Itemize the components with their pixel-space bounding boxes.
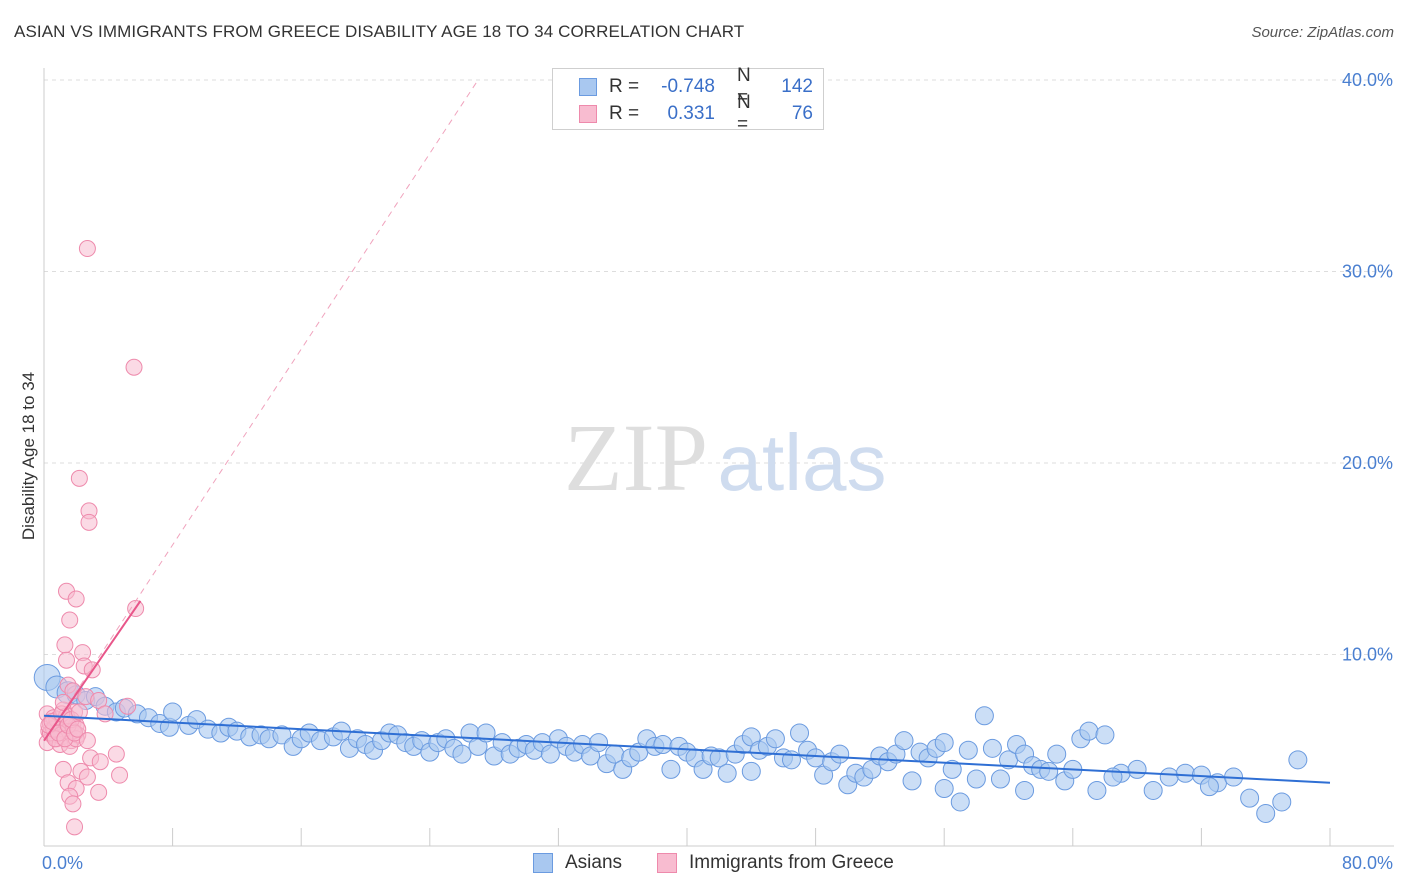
point-greece [56,636,74,654]
chart-title: ASIAN VS IMMIGRANTS FROM GREECE DISABILI… [14,22,745,41]
legend-swatch-asians [579,78,597,96]
legend-r-value: 0.331 [667,103,715,124]
point-asians [1039,761,1059,781]
point-asians [1199,777,1219,797]
point-greece [58,651,76,669]
point-greece [66,818,84,836]
point-greece [125,358,143,376]
point-asians [1256,803,1276,823]
point-asians [1047,744,1067,764]
legend-swatch-asians [533,853,553,873]
series-legend: Asians Immigrants from Greece [0,852,1406,878]
point-greece [119,697,137,715]
point-greece [67,590,85,608]
point-asians [765,729,785,749]
point-greece [70,703,88,721]
y-axis-label: Disability Age 18 to 34 [19,372,38,540]
point-greece [78,768,96,786]
legend-r-label: R = [609,103,640,124]
legend-r-value: -0.748 [661,76,715,97]
point-asians [966,769,986,789]
point-asians [958,740,978,760]
point-asians [159,717,179,737]
point-asians [1272,792,1292,812]
point-asians [741,761,761,781]
point-asians [163,702,183,722]
point-asians [902,771,922,791]
trend-line-greece-extended [43,79,479,741]
point-asians [1143,780,1163,800]
legend-n-value: 142 [781,76,813,97]
legend-swatch-greece [657,853,677,873]
x-tick-label-max: 80.0% [1342,853,1393,873]
point-asians [661,759,681,779]
legend-n-label: N = [737,92,751,135]
point-asians [476,723,496,743]
trend-lines [43,79,1331,784]
point-asians [540,744,560,764]
point-greece [107,745,125,763]
source-label: Source: ZipAtlas.com [1251,24,1394,41]
point-asians [1240,788,1260,808]
legend-label-asians: Asians [565,852,623,873]
point-asians [717,763,737,783]
watermark-atlas: atlas [718,418,887,507]
point-asians [830,744,850,764]
point-asians [272,725,292,745]
point-asians [589,733,609,753]
y-tick-label: 40.0% [1342,70,1393,90]
point-greece [90,783,108,801]
point-asians [1175,763,1195,783]
point-greece [70,469,88,487]
point-asians [1079,721,1099,741]
point-asians [982,738,1002,758]
legend-item-greece[interactable]: Immigrants from Greece [657,852,894,874]
point-greece [61,611,79,629]
stats-legend: R = -0.748 N = 142 R = 0.331 N = 76 [552,65,824,135]
legend-label-greece: Immigrants from Greece [689,852,894,873]
legend-row-asians: R = -0.748 N = 142 [553,65,813,108]
watermark: ZIP atlas [564,404,886,511]
y-tick-label: 30.0% [1342,262,1393,282]
y-tick-label: 20.0% [1342,453,1393,473]
trend-line-asians [43,714,1331,784]
point-asians [806,748,826,768]
legend-row-greece: R = 0.331 N = 76 [553,92,813,135]
point-greece [111,766,129,784]
legend-swatch-greece [579,105,597,123]
point-greece [78,732,96,750]
point-asians [653,735,673,755]
gridlines [44,79,1394,655]
point-asians [990,769,1010,789]
scatter-points [33,240,1308,836]
point-greece [64,795,82,813]
point-asians [1159,767,1179,787]
point-asians [1015,780,1035,800]
legend-n-value: 76 [791,103,813,124]
point-asians [934,779,954,799]
point-asians [790,723,810,743]
x-tick-label-min: 0.0% [42,853,83,873]
point-asians [942,759,962,779]
point-greece [80,513,98,531]
point-asians [1087,780,1107,800]
point-asians [1127,759,1147,779]
legend-item-asians[interactable]: Asians [533,852,622,874]
point-greece [91,753,109,771]
tick-labels: 10.0% 20.0% 30.0% 40.0% 0.0% 80.0% [42,70,1393,873]
watermark-zip: ZIP [564,404,708,511]
point-asians [1288,750,1308,770]
point-greece [78,240,96,258]
point-asians [1095,725,1115,745]
legend-n-label: N = [737,65,751,108]
point-greece [69,720,87,738]
legend-r-label: R = [609,76,640,97]
point-asians [894,731,914,751]
point-asians [934,733,954,753]
point-asians [452,744,472,764]
point-asians [950,792,970,812]
y-tick-label: 10.0% [1342,645,1393,665]
point-asians [974,706,994,726]
